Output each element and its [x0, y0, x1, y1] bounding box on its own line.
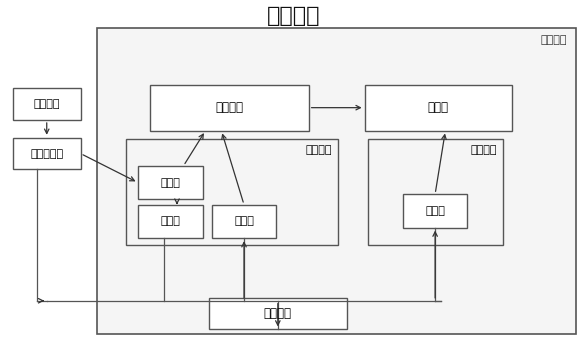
Bar — [13, 88, 81, 120]
Text: 监视器: 监视器 — [425, 206, 445, 216]
Text: 验证环境: 验证环境 — [541, 35, 567, 44]
Text: 定序器: 定序器 — [161, 178, 181, 188]
Text: 输入中介: 输入中介 — [306, 145, 332, 155]
Bar — [403, 194, 467, 228]
Text: 测试用例: 测试用例 — [34, 99, 60, 109]
Bar — [126, 139, 338, 245]
Bar — [212, 205, 276, 238]
Bar — [368, 139, 503, 245]
Text: 参考模型: 参考模型 — [215, 101, 243, 114]
Bar — [150, 85, 309, 131]
Bar — [365, 85, 512, 131]
Text: 驱动器: 驱动器 — [161, 216, 181, 227]
Bar — [97, 28, 576, 334]
Bar — [138, 205, 203, 238]
Bar — [138, 166, 203, 199]
Text: 序列产生器: 序列产生器 — [30, 149, 64, 158]
Text: 验证平台: 验证平台 — [268, 6, 320, 26]
Text: 监视器: 监视器 — [234, 216, 254, 227]
Text: 输出中介: 输出中介 — [470, 145, 497, 155]
Text: 待测模块: 待测模块 — [264, 307, 292, 320]
Text: 记分板: 记分板 — [427, 101, 449, 114]
Bar — [13, 138, 81, 169]
Bar — [209, 298, 347, 329]
